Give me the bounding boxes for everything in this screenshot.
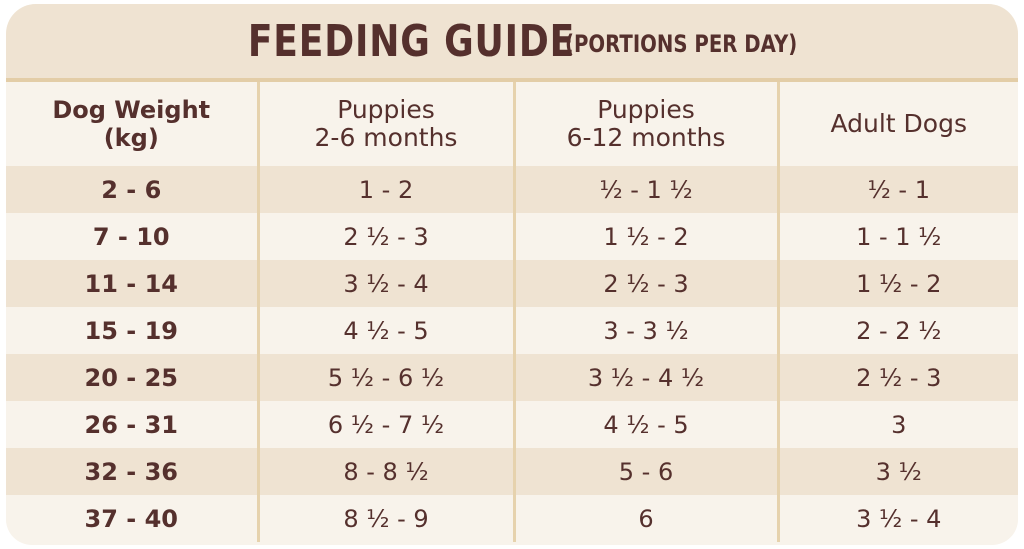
header-puppies-6-12: Puppies 6-12 months (512, 82, 778, 166)
header-label: Dog Weight (52, 96, 211, 124)
title-bar: FEEDING GUIDE (PORTIONS PER DAY) (6, 4, 1018, 82)
cell-adult: 1 - 1 ½ (776, 213, 1018, 260)
cell-puppies-6-12: 6 (512, 495, 778, 542)
cell-puppies-2-6: 8 ½ - 9 (256, 495, 514, 542)
header-label: 2-6 months (314, 123, 458, 152)
cell-puppies-6-12: 3 - 3 ½ (512, 307, 778, 354)
cell-adult: 2 - 2 ½ (776, 307, 1018, 354)
cell-puppies-2-6: 8 - 8 ½ (256, 448, 514, 495)
header-dog-weight: Dog Weight (kg) (6, 82, 258, 166)
table-row: 37 - 40 8 ½ - 9 6 3 ½ - 4 (6, 495, 1018, 542)
cell-puppies-6-12: 2 ½ - 3 (512, 260, 778, 307)
header-label: Puppies (337, 95, 435, 124)
cell-weight: 32 - 36 (6, 448, 258, 495)
cell-puppies-2-6: 1 - 2 (256, 166, 514, 213)
cell-weight: 7 - 10 (6, 213, 258, 260)
page-subtitle: (PORTIONS PER DAY) (564, 30, 798, 58)
table-row: 26 - 31 6 ½ - 7 ½ 4 ½ - 5 3 (6, 401, 1018, 448)
cell-adult: 2 ½ - 3 (776, 354, 1018, 401)
cell-puppies-2-6: 2 ½ - 3 (256, 213, 514, 260)
table-row: 15 - 19 4 ½ - 5 3 - 3 ½ 2 - 2 ½ (6, 307, 1018, 354)
cell-puppies-2-6: 5 ½ - 6 ½ (256, 354, 514, 401)
header-puppies-2-6: Puppies 2-6 months (256, 82, 514, 166)
cell-weight: 20 - 25 (6, 354, 258, 401)
cell-adult: 3 ½ - 4 (776, 495, 1018, 542)
cell-adult: 3 (776, 401, 1018, 448)
cell-adult: ½ - 1 (776, 166, 1018, 213)
header-label: Adult Dogs (830, 109, 967, 138)
cell-puppies-6-12: 1 ½ - 2 (512, 213, 778, 260)
feeding-table: Dog Weight (kg) Puppies 2-6 months Puppi… (6, 82, 1018, 542)
page-title: FEEDING GUIDE (247, 15, 575, 67)
cell-puppies-6-12: 3 ½ - 4 ½ (512, 354, 778, 401)
cell-weight: 15 - 19 (6, 307, 258, 354)
table-row: 20 - 25 5 ½ - 6 ½ 3 ½ - 4 ½ 2 ½ - 3 (6, 354, 1018, 401)
cell-weight: 26 - 31 (6, 401, 258, 448)
cell-puppies-2-6: 4 ½ - 5 (256, 307, 514, 354)
cell-puppies-6-12: 5 - 6 (512, 448, 778, 495)
cell-puppies-2-6: 3 ½ - 4 (256, 260, 514, 307)
header-label: (kg) (103, 124, 159, 152)
feeding-guide-card: FEEDING GUIDE (PORTIONS PER DAY) Dog Wei… (6, 4, 1018, 545)
cell-adult: 1 ½ - 2 (776, 260, 1018, 307)
header-row: Dog Weight (kg) Puppies 2-6 months Puppi… (6, 82, 1018, 166)
table-row: 32 - 36 8 - 8 ½ 5 - 6 3 ½ (6, 448, 1018, 495)
cell-weight: 2 - 6 (6, 166, 258, 213)
header-adult-dogs: Adult Dogs (776, 82, 1018, 166)
table-row: 2 - 6 1 - 2 ½ - 1 ½ ½ - 1 (6, 166, 1018, 213)
cell-puppies-6-12: 4 ½ - 5 (512, 401, 778, 448)
table-row: 7 - 10 2 ½ - 3 1 ½ - 2 1 - 1 ½ (6, 213, 1018, 260)
cell-weight: 11 - 14 (6, 260, 258, 307)
cell-weight: 37 - 40 (6, 495, 258, 542)
cell-puppies-6-12: ½ - 1 ½ (512, 166, 778, 213)
cell-adult: 3 ½ (776, 448, 1018, 495)
table-row: 11 - 14 3 ½ - 4 2 ½ - 3 1 ½ - 2 (6, 260, 1018, 307)
cell-puppies-2-6: 6 ½ - 7 ½ (256, 401, 514, 448)
header-label: Puppies (597, 95, 695, 124)
header-label: 6-12 months (566, 123, 726, 152)
